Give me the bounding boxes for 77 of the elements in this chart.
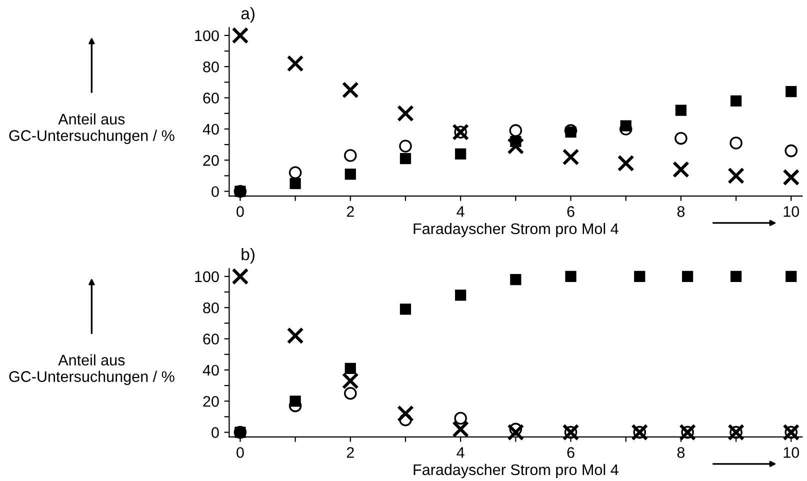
- x-tick-label: 4: [456, 206, 464, 217]
- point: [455, 290, 466, 301]
- point: [782, 168, 800, 186]
- point: [620, 120, 632, 132]
- point: [455, 148, 466, 160]
- point: [397, 405, 414, 422]
- x-tick-label: 10: [784, 447, 800, 458]
- point: [232, 268, 249, 285]
- y-tick-label: 0: [212, 427, 219, 438]
- y-tick-label: 80: [203, 61, 219, 72]
- point: [730, 270, 742, 282]
- point: [342, 82, 359, 98]
- y-tick-label: 60: [203, 92, 219, 104]
- x-tick-label: 0: [236, 206, 244, 217]
- point: [399, 413, 412, 426]
- x-tick-label: 0: [236, 447, 244, 458]
- x-tick-label: 4: [456, 447, 464, 458]
- point: [682, 270, 694, 282]
- point: [786, 86, 797, 98]
- point: [786, 270, 797, 282]
- x-tick-label: 8: [677, 206, 685, 217]
- point: [290, 396, 301, 407]
- point: [565, 270, 576, 282]
- point: [288, 166, 302, 180]
- point: [509, 124, 522, 137]
- point: [617, 154, 634, 172]
- point: [452, 420, 470, 438]
- y-tick-label: 20: [203, 396, 219, 407]
- point: [399, 140, 412, 153]
- point: [730, 136, 742, 150]
- x-tick-label: 6: [567, 206, 574, 217]
- x-tick-label: 2: [346, 447, 354, 458]
- point: [728, 167, 745, 184]
- y-axis-title: Anteil aus GC-Untersuchungen / %: [9, 113, 174, 144]
- point: [454, 412, 467, 425]
- x-tick-label: 8: [677, 447, 685, 458]
- point: [674, 132, 688, 145]
- point: [672, 161, 690, 178]
- x-tick-label: 10: [784, 206, 800, 217]
- point: [344, 149, 357, 162]
- chart-title: a): [241, 7, 254, 23]
- point: [634, 270, 646, 282]
- point: [290, 178, 301, 190]
- y-tick-label: 100: [195, 30, 219, 42]
- y-tick-label: 60: [203, 334, 219, 344]
- point: [286, 327, 304, 344]
- point: [675, 104, 687, 116]
- point: [344, 168, 356, 180]
- y-tick-label: 40: [202, 124, 219, 135]
- point: [232, 26, 249, 44]
- point: [344, 386, 357, 400]
- y-tick-label: 0: [212, 186, 219, 198]
- x-tick-label: 2: [346, 206, 354, 217]
- point: [507, 138, 524, 155]
- y-tick-label: 80: [203, 302, 219, 314]
- point: [400, 153, 412, 164]
- point: [784, 144, 798, 158]
- y-tick-label: 100: [195, 271, 219, 282]
- y-tick-label: 40: [202, 364, 219, 376]
- point: [400, 304, 412, 315]
- x-axis-title: Faradayscher Strom pro Mol 4: [414, 464, 618, 478]
- point: [507, 424, 524, 441]
- point: [344, 362, 356, 374]
- point: [397, 104, 414, 122]
- point: [286, 55, 304, 72]
- y-tick-label: 20: [203, 155, 219, 166]
- x-axis-title: Faradayscher Strom pro Mol 4: [414, 222, 618, 238]
- chart-title: b): [242, 248, 254, 264]
- point: [510, 136, 522, 148]
- point: [342, 372, 359, 390]
- point: [562, 148, 580, 166]
- y-axis-title: Anteil aus GC-Untersuchungen / %: [9, 354, 174, 385]
- point: [730, 95, 742, 106]
- x-tick-label: 6: [567, 447, 574, 458]
- point: [509, 422, 522, 436]
- point: [565, 126, 576, 138]
- point: [510, 274, 522, 286]
